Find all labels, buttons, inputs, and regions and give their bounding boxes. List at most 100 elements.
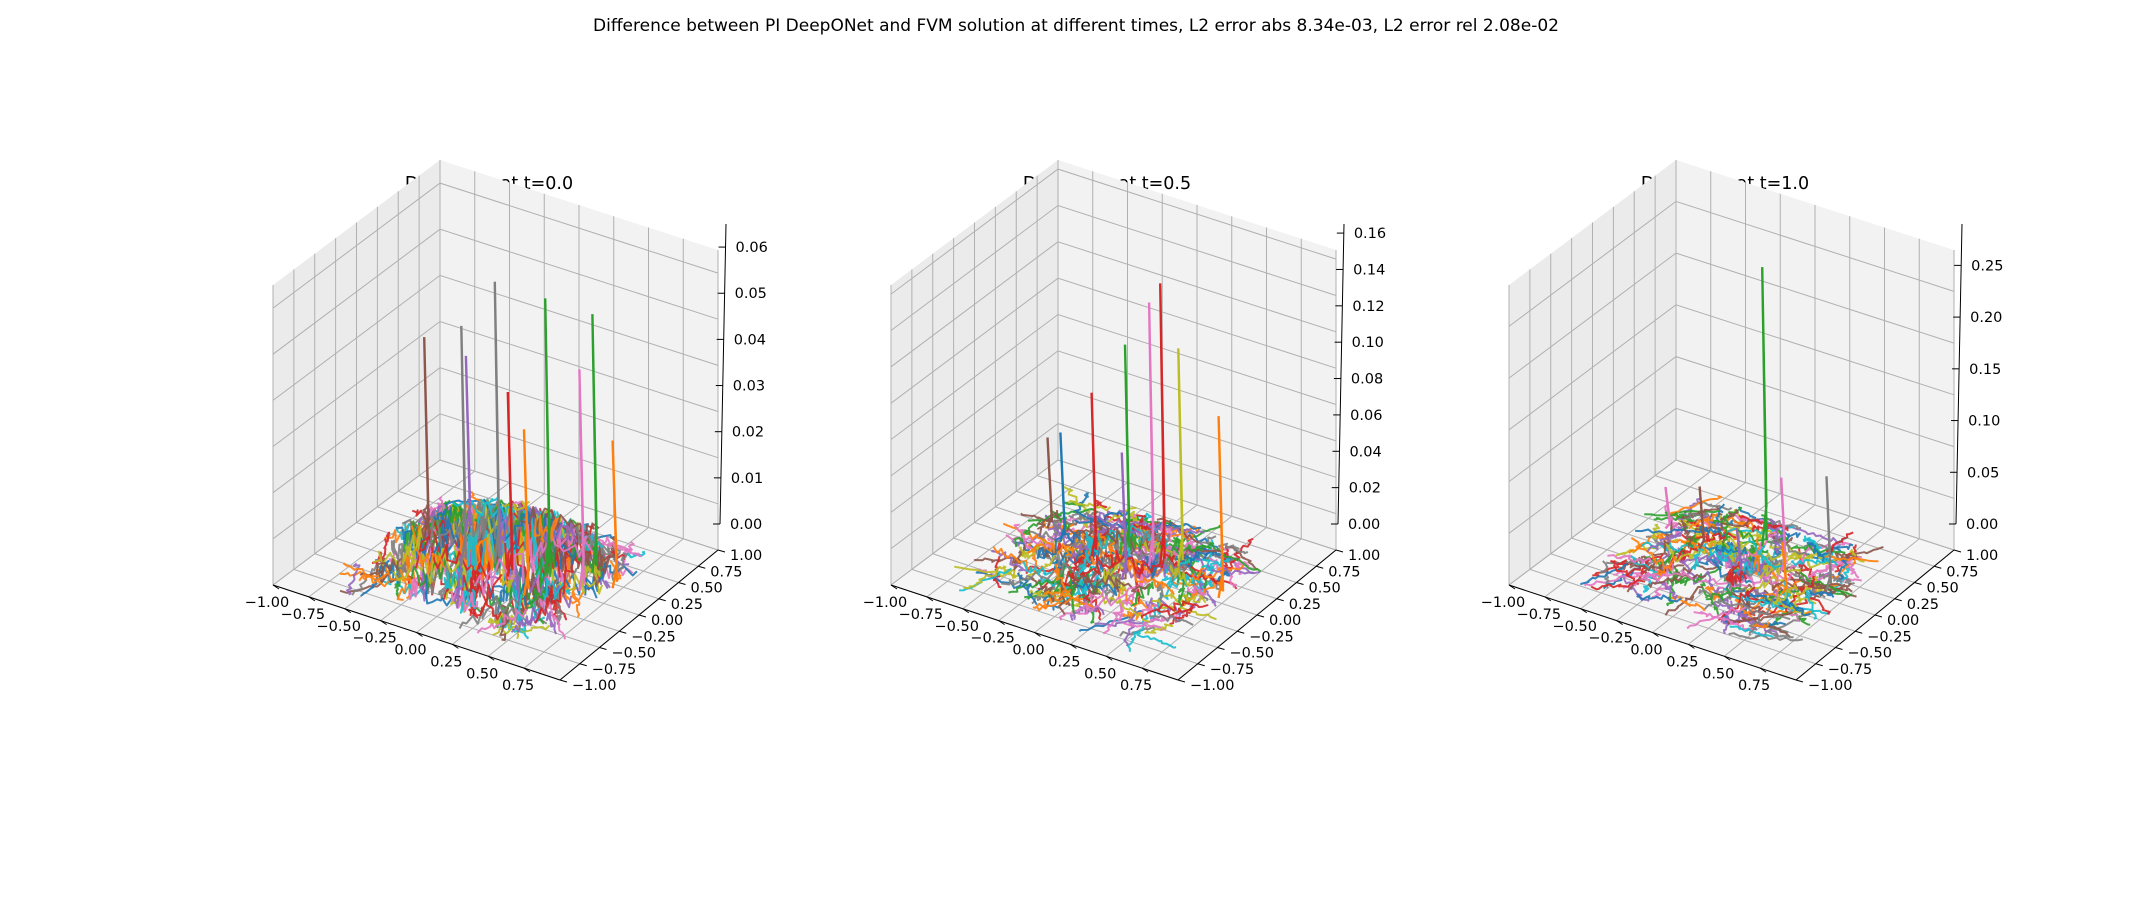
y-tick <box>1934 565 1942 569</box>
y-tick-label: 1.00 <box>1348 548 1380 564</box>
x-tick <box>1141 667 1149 673</box>
gridline <box>890 313 1337 440</box>
series-line <box>1788 578 1857 598</box>
series-line <box>1129 520 1205 534</box>
z-axis-line <box>719 223 727 525</box>
gridline <box>1529 568 1816 665</box>
x-tick <box>1652 632 1659 637</box>
peak-line <box>1159 283 1166 566</box>
z-tick-label: 0.16 <box>1354 226 1386 242</box>
peak-line <box>611 440 619 589</box>
series-line <box>1769 538 1808 557</box>
series-line <box>1136 552 1176 575</box>
series-line <box>1705 549 1733 562</box>
y-tick-label: −1.00 <box>1808 678 1852 694</box>
y-axis: −1.00−0.75−0.50−0.250.000.250.500.751.00 <box>559 548 762 694</box>
z-axis-line <box>1337 223 1345 525</box>
x-tick-label: −0.50 <box>935 619 979 635</box>
x-tick-label: 0.25 <box>1048 654 1080 670</box>
y-tick <box>559 679 568 683</box>
x-tick-label: 0.75 <box>1120 678 1152 694</box>
series-line <box>1167 541 1215 561</box>
series-line <box>1140 607 1193 619</box>
x-tick <box>416 632 423 637</box>
x-tick-label: 0.25 <box>1666 654 1698 670</box>
x-tick-label: 0.75 <box>1738 678 1770 694</box>
y-tick-label: 0.75 <box>1328 564 1360 580</box>
x-tick-label: 0.00 <box>1012 643 1044 659</box>
z-tick-label: 0.10 <box>1352 335 1384 351</box>
data-curves <box>339 281 646 642</box>
gridline <box>911 568 1198 665</box>
series-line <box>1156 581 1164 604</box>
series-line <box>1218 542 1249 555</box>
x-tick-label: 0.75 <box>502 678 534 694</box>
peak-line <box>493 281 501 564</box>
peak-line <box>544 298 551 571</box>
z-tick-label: 0.02 <box>1349 481 1381 497</box>
gridline <box>890 459 1337 586</box>
series-line <box>433 506 455 539</box>
x-tick-label: −0.75 <box>899 607 943 623</box>
series-line <box>533 514 559 543</box>
y-tick <box>1835 647 1843 650</box>
x-tick-label: 0.00 <box>1630 643 1662 659</box>
series-line <box>1818 572 1842 583</box>
series-line <box>1646 532 1680 553</box>
series-line <box>474 519 517 576</box>
peak-line <box>1664 486 1672 530</box>
gridline <box>1508 407 1955 534</box>
series-line <box>1037 510 1060 528</box>
series-line <box>476 607 528 634</box>
series-line <box>1063 551 1118 586</box>
peak-line <box>578 369 586 592</box>
series-line <box>458 597 521 629</box>
gridline <box>890 241 1337 368</box>
series-line <box>1093 499 1108 508</box>
peak-line <box>1046 437 1054 529</box>
y-tick-label: 0.00 <box>1887 613 1919 629</box>
series-line <box>451 500 516 520</box>
subplot-t0: Difference at t=0.0 −1.00−0.75−0.50−0.25… <box>245 160 768 694</box>
series-line <box>1169 564 1193 587</box>
series-line <box>1686 606 1747 630</box>
x-tick-label: −0.25 <box>1588 631 1632 647</box>
series-line <box>1678 548 1722 564</box>
series-line <box>1647 573 1706 588</box>
series-line <box>1174 548 1215 562</box>
series-line <box>1123 558 1165 589</box>
series-line <box>1062 485 1091 514</box>
gridline <box>293 568 580 665</box>
x-tick <box>272 584 280 590</box>
series-line <box>595 535 632 552</box>
y-tick <box>698 565 706 569</box>
series-line <box>1022 560 1047 576</box>
peak-line <box>1217 416 1225 599</box>
z-axis-line <box>1955 223 1963 525</box>
y-tick-label: 0.25 <box>1907 597 1939 613</box>
x-tick <box>1105 655 1113 661</box>
series-line <box>1804 588 1817 620</box>
x-tick <box>1580 608 1588 614</box>
y-axis: −1.00−0.75−0.50−0.250.000.250.500.751.00 <box>1177 548 1380 694</box>
y-tick <box>1855 630 1863 634</box>
series-line <box>1068 565 1077 614</box>
x-axis: −1.00−0.75−0.50−0.250.000.250.500.75 <box>863 584 1179 694</box>
series-line <box>533 569 567 624</box>
y-tick <box>1874 614 1883 618</box>
gridline <box>890 350 1337 477</box>
y-tick-label: 0.00 <box>1269 613 1301 629</box>
x-tick <box>1688 643 1695 649</box>
series-line <box>1001 574 1035 586</box>
series-line <box>510 606 541 633</box>
x-tick-label: −1.00 <box>245 595 289 611</box>
series-line <box>1664 585 1703 616</box>
series-line <box>1716 598 1791 621</box>
y-tick <box>1335 549 1344 553</box>
y-tick-label: −0.75 <box>1210 662 1254 678</box>
series-line <box>1059 587 1106 621</box>
series-line <box>1824 554 1879 563</box>
series-line <box>1759 564 1781 579</box>
x-tick <box>926 596 934 602</box>
series-line <box>1679 542 1701 564</box>
